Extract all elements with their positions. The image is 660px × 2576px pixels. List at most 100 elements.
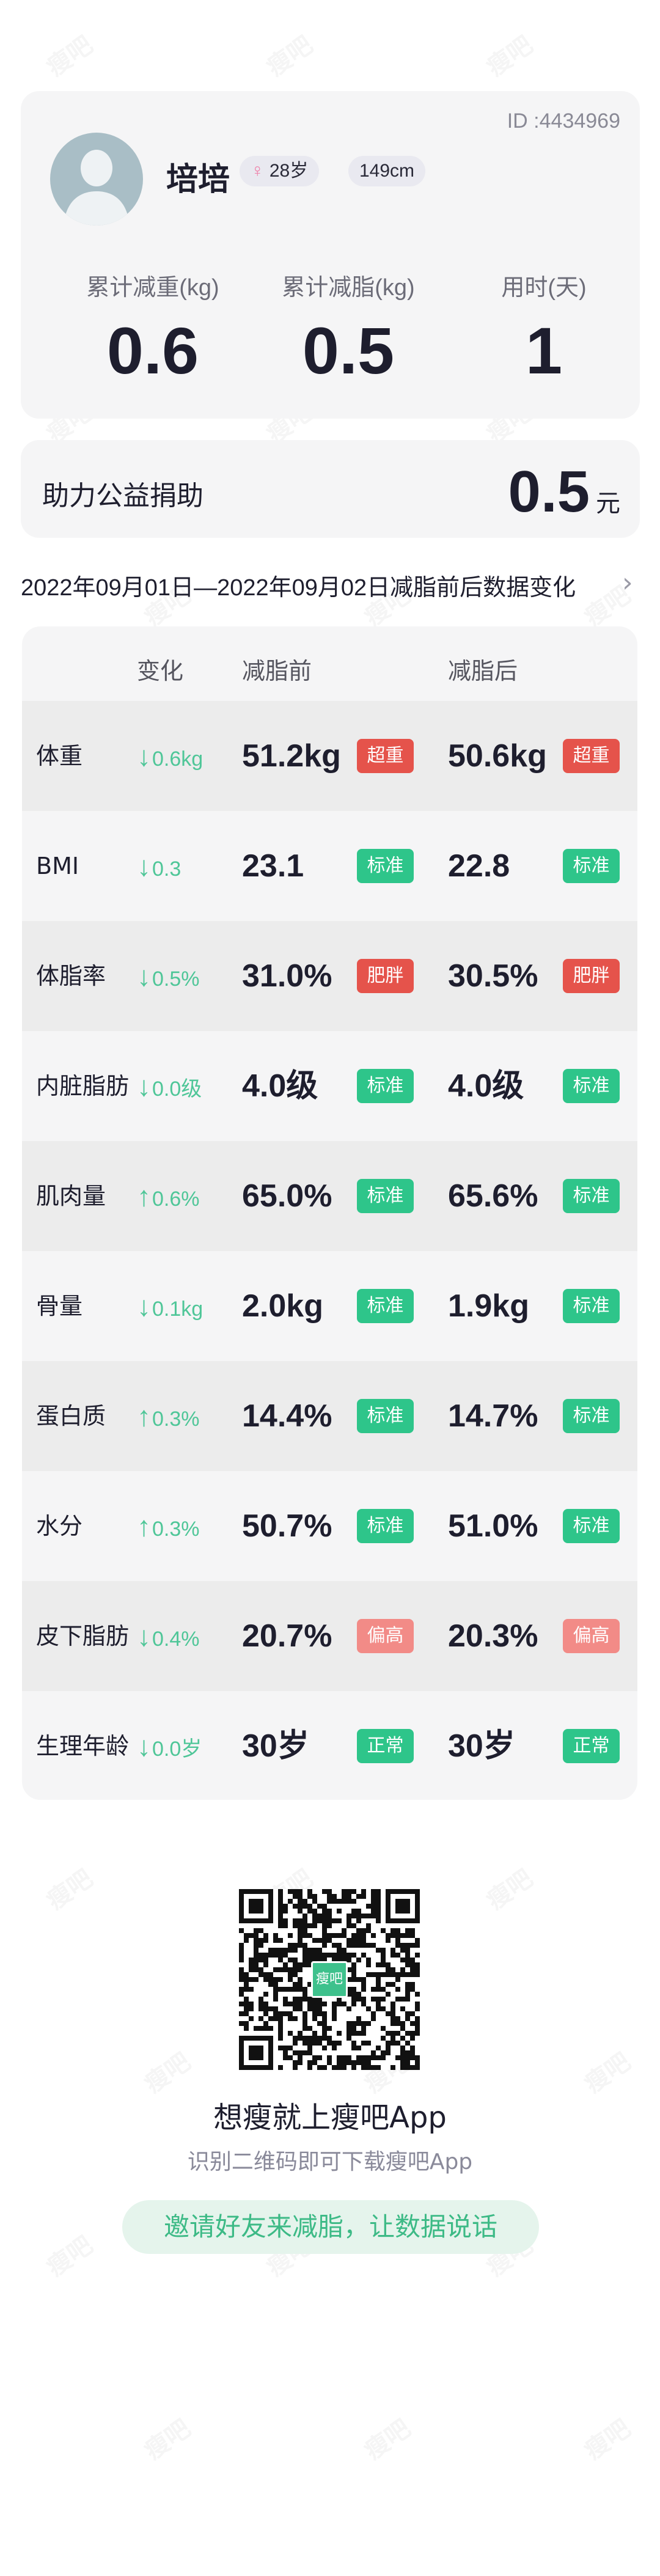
avatar[interactable]: [50, 133, 143, 226]
height-badge: 149cm: [348, 156, 426, 186]
value-after: 65.6%: [448, 1178, 538, 1214]
watermark: 瘦吧: [42, 31, 98, 83]
metric-change: ↓0.3: [137, 811, 181, 921]
value-before: 23.1: [242, 848, 304, 884]
change-value: 0.6%: [152, 1187, 200, 1211]
value-after: 51.0%: [448, 1508, 538, 1544]
arrow-up-icon: ↑: [137, 1180, 151, 1212]
watermark: 瘦吧: [359, 2414, 416, 2466]
table-row: 蛋白质 ↑0.3% 14.4% 标准 14.7% 标准: [22, 1361, 637, 1471]
value-before: 51.2kg: [242, 738, 341, 774]
stat-value: 0.6: [106, 314, 199, 387]
qr-code-pattern: [239, 1889, 420, 2070]
metric-label: 肌肉量: [36, 1183, 106, 1209]
status-badge-before: 标准: [357, 1399, 414, 1433]
user-id: ID :4434969: [507, 109, 620, 133]
status-badge-after: 肥胖: [563, 959, 620, 993]
value-before: 20.7%: [242, 1618, 332, 1654]
status-badge-before: 标准: [357, 1509, 414, 1543]
metric-label: 内脏脂肪: [36, 1073, 130, 1099]
table-row: 体重 ↓0.6kg 51.2kg 超重 50.6kg 超重: [22, 701, 637, 811]
user-name: 培培: [166, 161, 230, 198]
metric-change: ↓0.6kg: [137, 701, 203, 811]
table-row: 肌肉量 ↑0.6% 65.0% 标准 65.6% 标准: [22, 1141, 637, 1251]
app-promo-subtitle: 识别二维码即可下载瘦吧App: [187, 2149, 473, 2174]
metric-change: ↓0.0级: [137, 1031, 202, 1141]
app-logo: 瘦吧: [311, 1961, 348, 1998]
status-badge-after: 标准: [563, 1069, 620, 1103]
default-avatar-icon: [64, 150, 130, 226]
qr-modules: [239, 1889, 420, 2070]
watermark: 瘦吧: [42, 1864, 98, 1916]
stat-label: 累计减重(kg): [86, 275, 219, 301]
profile-card: ID :4434969 培培 ♀ 28岁 149cm 累计减重(kg) 0.6 …: [21, 91, 640, 419]
table-row: 皮下脂肪 ↓0.4% 20.7% 偏高 20.3% 偏高: [22, 1581, 637, 1691]
age-text: 28岁: [269, 161, 309, 181]
value-before: 30岁: [242, 1728, 309, 1764]
chevron-right-icon[interactable]: ›: [622, 567, 633, 598]
status-badge-before: 超重: [357, 739, 414, 773]
stat-value: 0.5: [302, 314, 395, 387]
status-badge-before: 标准: [357, 1289, 414, 1323]
arrow-down-icon: ↓: [137, 1290, 151, 1322]
metric-label: 水分: [36, 1513, 83, 1539]
arrow-up-icon: ↑: [137, 1510, 151, 1542]
status-badge-after: 偏高: [563, 1619, 620, 1653]
value-after: 22.8: [448, 848, 510, 884]
donation-amount: 0.5 元: [508, 458, 620, 526]
status-badge-before: 偏高: [357, 1619, 414, 1653]
status-badge-before: 标准: [357, 1069, 414, 1103]
status-badge-before: 标准: [357, 849, 414, 883]
value-before: 50.7%: [242, 1508, 332, 1544]
watermark: 瘦吧: [482, 1864, 538, 1916]
arrow-down-icon: ↓: [137, 1620, 151, 1652]
metric-change: ↓0.4%: [137, 1581, 200, 1691]
metric-label: 蛋白质: [36, 1403, 106, 1429]
status-badge-after: 标准: [563, 1179, 620, 1213]
watermark: 瘦吧: [139, 2047, 196, 2099]
table-row: 水分 ↑0.3% 50.7% 标准 51.0% 标准: [22, 1471, 637, 1581]
header-before: 减脂前: [242, 658, 312, 684]
arrow-up-icon: ↑: [137, 1400, 151, 1432]
metric-change: ↓0.1kg: [137, 1251, 203, 1361]
table-row: 生理年龄 ↓0.0岁 30岁 正常 30岁 正常: [22, 1691, 637, 1800]
status-badge-after: 标准: [563, 1509, 620, 1543]
status-badge-before: 标准: [357, 1179, 414, 1213]
header-after: 减脂后: [448, 658, 518, 684]
stat-label: 累计减脂(kg): [282, 275, 415, 301]
value-after: 20.3%: [448, 1618, 538, 1654]
donation-value: 0.5: [508, 459, 590, 524]
change-value: 0.3%: [152, 1517, 200, 1541]
status-badge-after: 标准: [563, 1399, 620, 1433]
stat-label: 用时(天): [501, 275, 587, 301]
status-badge-after: 超重: [563, 739, 620, 773]
value-after: 50.6kg: [448, 738, 547, 774]
header-change: 变化: [137, 658, 184, 684]
comparison-table: 变化 减脂前 减脂后 体重 ↓0.6kg 51.2kg 超重 50.6kg 超重 BMI ↓0…: [22, 626, 637, 1800]
female-icon: ♀: [251, 161, 265, 181]
arrow-down-icon: ↓: [137, 850, 151, 882]
date-range-link[interactable]: 2022年09月01日—2022年09月02日减脂前后数据变化: [21, 575, 576, 601]
status-badge-after: 标准: [563, 1289, 620, 1323]
invite-friends-button[interactable]: 邀请好友来减脂，让数据说话: [122, 2200, 539, 2254]
watermark: 瘦吧: [42, 2231, 98, 2283]
metric-label: 皮下脂肪: [36, 1623, 130, 1649]
metric-label: BMI: [36, 853, 79, 879]
change-value: 0.3%: [152, 1407, 200, 1431]
stat-fat-loss: 累计减脂(kg) 0.5: [257, 268, 440, 384]
arrow-down-icon: ↓: [137, 1070, 151, 1102]
value-after: 30.5%: [448, 958, 538, 994]
metric-change: ↑0.3%: [137, 1361, 200, 1471]
donation-label: 助力公益捐助: [42, 480, 204, 512]
stat-weight-loss: 累计减重(kg) 0.6: [61, 268, 244, 384]
donation-card: 助力公益捐助 0.5 元: [21, 440, 640, 538]
watermark: 瘦吧: [579, 2414, 636, 2466]
status-badge-after: 标准: [563, 849, 620, 883]
app-promo-title: 想瘦就上瘦吧App: [213, 2101, 447, 2135]
qr-code: 瘦吧: [239, 1889, 420, 2070]
change-value: 0.5%: [152, 967, 200, 991]
value-after: 14.7%: [448, 1398, 538, 1434]
change-value: 0.6kg: [152, 747, 204, 771]
donation-unit: 元: [596, 490, 620, 517]
watermark: 瘦吧: [579, 2047, 636, 2099]
